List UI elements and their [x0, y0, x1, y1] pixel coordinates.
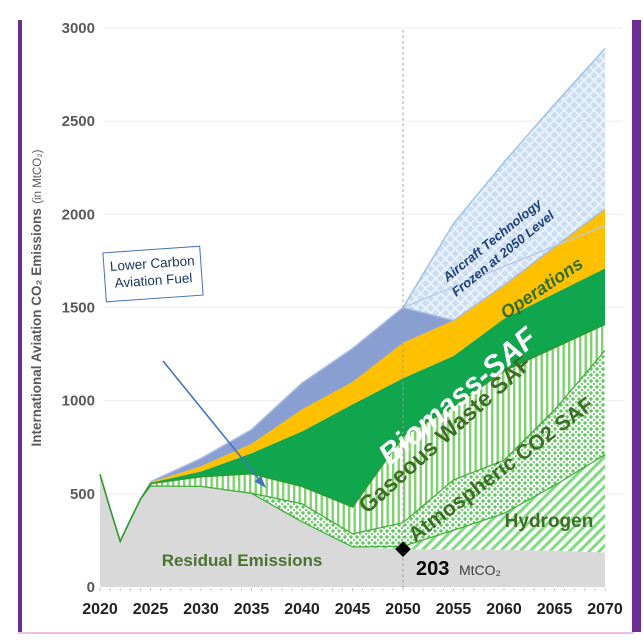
- x-tick-label: 2035: [234, 601, 270, 618]
- area-layer-atmospheric: [100, 350, 605, 547]
- area-layer-biomass: [100, 268, 605, 542]
- y-tick-label: 500: [70, 486, 95, 503]
- x-tick-label: 2025: [133, 601, 169, 618]
- y-axis-title-unit: (in MtCO₂): [32, 149, 44, 204]
- y-axis-title-text: International Aviation CO₂ Emissions: [29, 208, 44, 447]
- x-tick-label: 2045: [335, 601, 371, 618]
- marker-unit: MtCO₂: [459, 562, 501, 578]
- band-label-text: Residual Emissions: [162, 551, 323, 570]
- band-label-text: Hydrogen: [505, 511, 594, 532]
- x-tick-label: 2070: [587, 601, 623, 618]
- x-tick-label: 2060: [486, 601, 522, 618]
- band-label-hydrogen: Hydrogen: [505, 511, 594, 532]
- frame-right-border: [632, 20, 641, 632]
- annotation-arrow-line: [162, 360, 263, 484]
- frame-left-border: [18, 20, 22, 632]
- x-tick-label: 2055: [436, 601, 472, 618]
- x-tick-label: 2050: [385, 601, 421, 618]
- x-tick-label: 2020: [82, 601, 118, 618]
- y-tick-label: 2000: [62, 206, 95, 223]
- y-tick-label: 1000: [62, 393, 95, 410]
- frozen-divider-line: [402, 224, 606, 309]
- edge-atmospheric: [251, 349, 606, 535]
- annotation-arrow-head: [254, 476, 266, 488]
- x-tick-label: 2030: [183, 601, 219, 618]
- area-layer-operations: [100, 208, 605, 542]
- band-label-residual: Residual Emissions: [162, 551, 323, 570]
- y-tick-label: 1500: [62, 300, 95, 317]
- area-layer-gaseous: [100, 324, 605, 542]
- area-layer-residual: [100, 474, 605, 587]
- y-axis-title: International Aviation CO₂ Emissions (in…: [28, 78, 46, 518]
- edge-gaseous: [99, 323, 606, 544]
- x-tick-label: 2040: [284, 601, 320, 618]
- area-layer-hydrogen: [100, 454, 605, 553]
- area-layers: [99, 47, 606, 587]
- x-tick-label: 2065: [537, 601, 573, 618]
- y-tick-label: 3000: [62, 20, 95, 37]
- axis-labels: 0 500 1000 1500 2000 2500 3000 2020 2025 2030 2035…: [62, 20, 623, 618]
- edge-frozen: [402, 47, 606, 308]
- marker-value: 203: [416, 558, 449, 580]
- y-tick-label: 0: [87, 579, 95, 596]
- y-tick-label: 2500: [62, 113, 95, 130]
- annotation-lower-carbon-aviation-fuel: Lower Carbon Aviation Fuel: [102, 245, 204, 303]
- edge-technology: [150, 208, 606, 483]
- frame-bottom-border: [18, 632, 634, 634]
- area-layer-technology: [100, 208, 605, 542]
